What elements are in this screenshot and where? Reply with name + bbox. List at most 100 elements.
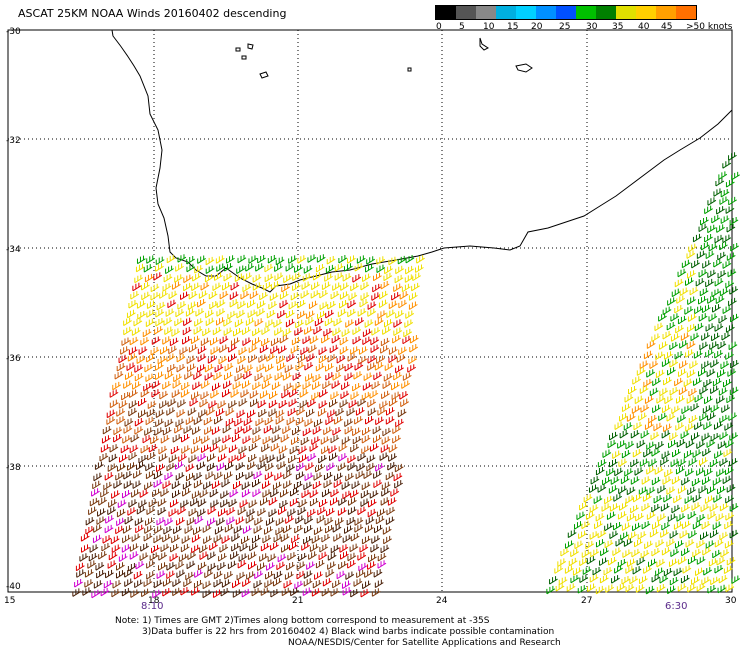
wind-barb [681,547,690,557]
wind-barb [282,372,292,381]
wind-barb [688,530,698,539]
wind-barb [304,326,313,335]
wind-barb [109,399,119,409]
wind-barb [700,503,710,513]
wind-barb [321,281,331,291]
wind-barb [667,367,676,376]
wind-barb [344,363,354,372]
wind-barb [694,394,704,403]
wind-barb [352,427,361,437]
wind-barb [160,543,170,553]
wind-barb [388,256,398,266]
wind-barb [372,425,382,435]
wind-barb [277,310,287,319]
wind-barb [344,418,353,427]
wind-barb [367,308,377,317]
wind-barb [360,498,370,507]
wind-barb [599,574,609,584]
wind-barb [248,354,257,364]
wind-barb [193,416,203,426]
wind-barb [648,558,657,568]
wind-barb [140,389,150,398]
wind-barb [288,398,298,408]
wind-barb [325,569,335,578]
wind-barb [172,587,181,597]
wind-barb [589,504,599,513]
wind-barb [257,461,267,470]
wind-barb [174,425,183,434]
wind-barb [91,589,101,599]
wind-barb [334,272,344,281]
wind-barb [579,574,589,583]
wind-barb [648,458,658,467]
wind-barb [80,544,90,553]
pass-time-right: 6:30 [665,601,687,612]
wind-barb [355,317,364,326]
wind-barb [298,354,307,363]
wind-barb [150,292,160,301]
wind-barb [719,457,729,467]
wind-barb [131,327,141,336]
wind-barb [260,542,270,552]
wind-barb [694,421,703,431]
wind-barb [686,395,696,404]
wind-barb [673,494,682,504]
wind-barb [329,452,338,462]
wind-barb [698,223,708,233]
wind-barb [382,380,392,390]
wind-barb [183,282,192,292]
wind-barb [144,363,154,373]
wind-barb [190,445,200,454]
wind-barb [159,290,168,299]
wind-barb [724,422,734,431]
wind-barb [409,344,419,353]
wind-barb [230,389,240,398]
wind-barb [570,574,580,584]
wind-barb [126,462,136,471]
wind-barb [356,463,366,472]
wind-barb [205,471,215,480]
wind-barb [304,362,314,371]
wind-barb [278,506,287,515]
wind-barb [154,326,163,335]
wind-barb [261,326,271,336]
wind-barb [160,346,169,355]
wind-barb [109,444,119,453]
wind-barb [199,489,209,498]
wind-barb [106,416,116,425]
wind-barb [362,336,372,346]
wind-barb [595,466,605,476]
wind-barb [252,274,262,283]
wind-barb [669,359,679,368]
wind-barb [272,578,282,587]
wind-barb [264,471,274,481]
wind-barb [304,525,313,534]
wind-barb [331,380,341,389]
wind-barb [214,364,224,373]
wind-barb [704,468,713,477]
wind-barb [172,434,182,443]
wind-barb [332,372,342,381]
wind-barb [632,566,642,575]
wind-barb [255,263,264,272]
wind-barb [206,407,215,416]
wind-barb [357,506,367,516]
wind-barb [707,197,717,206]
wind-barb [150,346,160,356]
wind-barb [701,432,711,442]
wind-barb [202,589,212,599]
wind-barb [689,360,699,369]
wind-barb [130,589,140,598]
wind-barb [588,484,598,493]
wind-barb [175,418,185,428]
wind-barb [622,549,632,558]
wind-barb [226,507,236,516]
wind-barb [728,196,737,206]
wind-barb [84,579,94,588]
wind-barb [676,439,686,448]
wind-barb [630,476,640,485]
wind-barb [726,557,736,566]
wind-barb [141,282,150,291]
wind-barb [93,524,102,533]
wind-barb [259,344,269,354]
